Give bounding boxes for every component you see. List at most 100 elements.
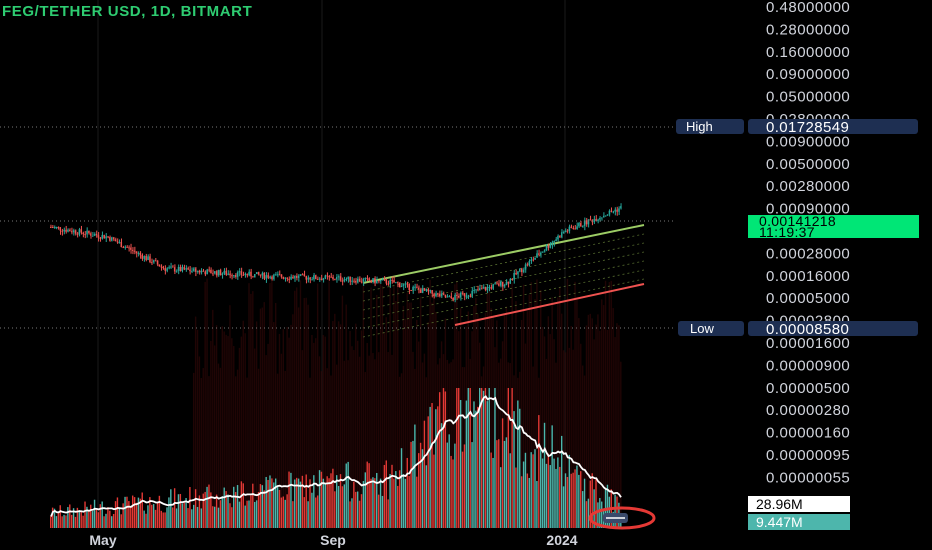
price-axis[interactable]: 0.48000000 0.28000000 0.16000000 0.09000000… bbox=[766, 0, 850, 486]
volume-bg-bar bbox=[370, 287, 372, 528]
volume-bar bbox=[111, 516, 113, 528]
volume-bg-bar bbox=[332, 321, 334, 528]
volume-bar bbox=[400, 448, 403, 528]
candle-body bbox=[217, 270, 220, 276]
volume-bar bbox=[494, 388, 496, 528]
candle-body bbox=[124, 246, 126, 248]
candle-body bbox=[496, 283, 498, 285]
volume-bar bbox=[282, 496, 285, 528]
volume-bar bbox=[463, 444, 466, 528]
volume-bar bbox=[343, 484, 346, 528]
candle-body bbox=[581, 225, 584, 227]
volume-bar bbox=[406, 457, 408, 528]
volume-bg-bar bbox=[379, 282, 382, 528]
volume-bar bbox=[391, 464, 393, 528]
candle-body bbox=[604, 215, 607, 217]
candle-body bbox=[288, 278, 290, 280]
volume-bar bbox=[332, 468, 334, 528]
volume-bar bbox=[72, 508, 75, 528]
candle-body bbox=[204, 271, 206, 275]
candle-body bbox=[116, 241, 119, 243]
candle-body bbox=[179, 266, 182, 272]
candle-body bbox=[170, 266, 172, 268]
volume-bg-bar bbox=[433, 289, 435, 528]
volume-bg-bar bbox=[595, 324, 597, 528]
trend-channel[interactable] bbox=[362, 224, 645, 338]
volume-bg-bar bbox=[492, 317, 494, 528]
cursor-ring-icon[interactable] bbox=[588, 506, 656, 530]
candle-body bbox=[80, 229, 83, 233]
volume-bg-bar bbox=[389, 284, 391, 528]
volume-bar bbox=[229, 503, 231, 528]
volume-bar bbox=[244, 505, 246, 528]
volume-bg-bar bbox=[381, 285, 384, 528]
volume-bar bbox=[301, 475, 304, 528]
candle-body bbox=[299, 274, 302, 276]
volume-bg-bar bbox=[234, 376, 237, 528]
volume-bar bbox=[425, 465, 428, 528]
candle-body bbox=[50, 226, 52, 228]
candle-body bbox=[221, 273, 224, 276]
volume-bg-bar bbox=[341, 295, 344, 528]
candle-body bbox=[326, 275, 328, 277]
y-tick-label: 0.00016000 bbox=[766, 268, 850, 285]
volume-bg-bar bbox=[248, 283, 250, 528]
candle-body bbox=[429, 290, 431, 292]
candle-body bbox=[417, 287, 420, 290]
volume-bg-bar bbox=[450, 362, 452, 528]
time-axis[interactable]: May Sep 2024 bbox=[89, 532, 577, 548]
candlesticks bbox=[50, 203, 622, 303]
volume-ma-line bbox=[50, 395, 622, 517]
candle-body bbox=[324, 275, 327, 279]
candle-body bbox=[70, 231, 73, 233]
y-tick-label: 0.00000900 bbox=[766, 357, 850, 374]
candle-body bbox=[551, 242, 553, 246]
volume-bar bbox=[583, 478, 586, 528]
candle-body bbox=[559, 235, 561, 238]
candle-body bbox=[88, 230, 90, 234]
candle-body bbox=[244, 273, 246, 275]
candle-body bbox=[410, 289, 412, 291]
candle-body bbox=[452, 297, 454, 301]
candle-body bbox=[118, 241, 121, 243]
volume-bar bbox=[124, 496, 126, 528]
candle-body bbox=[488, 287, 491, 289]
candle-body bbox=[99, 237, 102, 239]
candle-body bbox=[381, 279, 384, 281]
volume-bg-bar bbox=[213, 345, 216, 528]
candle-body bbox=[198, 270, 201, 273]
volume-bg-bar bbox=[461, 367, 464, 528]
candle-body bbox=[374, 278, 376, 284]
volume-bar bbox=[158, 495, 161, 528]
candle-body bbox=[158, 264, 161, 267]
candle-body bbox=[280, 274, 283, 278]
candle-body bbox=[240, 271, 243, 275]
volume-bar bbox=[448, 434, 450, 528]
candle-body bbox=[599, 217, 601, 220]
volume-bar bbox=[341, 486, 344, 528]
candle-body bbox=[219, 270, 222, 276]
volume-bg-bar bbox=[597, 314, 599, 528]
volume-bg-bar bbox=[564, 352, 567, 528]
volume-bar bbox=[221, 496, 224, 528]
candle-body bbox=[370, 280, 372, 282]
volume-bar bbox=[376, 472, 378, 528]
candle-body bbox=[507, 281, 510, 284]
candle-body bbox=[446, 296, 449, 298]
volume-bg-bar bbox=[530, 282, 532, 528]
candle-body bbox=[109, 237, 111, 241]
volume-bg-bar bbox=[198, 356, 201, 528]
volume-bar bbox=[519, 408, 521, 528]
candle-body bbox=[301, 274, 304, 276]
volume-bg-bar bbox=[208, 376, 210, 528]
volume-bar bbox=[560, 435, 563, 528]
volume-bg-bar bbox=[299, 280, 302, 528]
candle-body bbox=[263, 272, 266, 279]
candle-body bbox=[473, 289, 475, 291]
volume-bar bbox=[324, 483, 326, 528]
volume-bg-bar bbox=[271, 279, 273, 528]
volume-bar bbox=[278, 490, 281, 528]
volume-bg-bar bbox=[324, 336, 326, 528]
candle-body bbox=[492, 284, 494, 289]
